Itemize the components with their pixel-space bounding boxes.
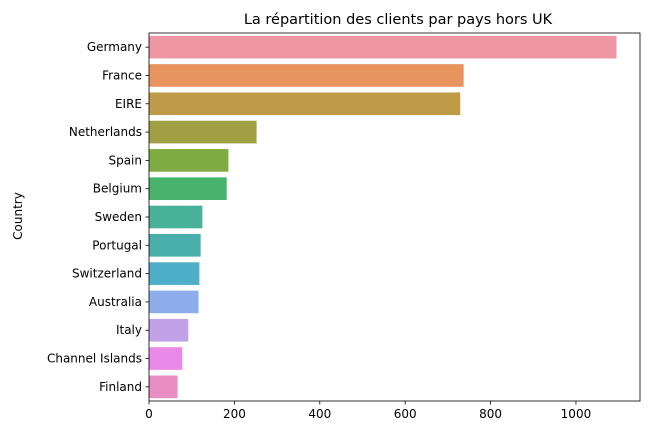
bars-group — [149, 35, 617, 399]
y-tick-label-italy: Italy — [116, 323, 142, 337]
bar-spain — [149, 149, 229, 172]
y-tick-label-belgium: Belgium — [93, 182, 142, 196]
bar-portugal — [149, 233, 201, 257]
y-tick-label-sweden: Sweden — [95, 210, 142, 224]
y-tick-label-channel-islands: Channel Islands — [47, 352, 142, 366]
y-tick-label-portugal: Portugal — [92, 238, 142, 252]
bar-channel-islands — [149, 347, 183, 370]
bar-belgium — [149, 177, 227, 201]
bar-eire — [149, 92, 461, 116]
y-tick-label-finland: Finland — [99, 380, 142, 394]
bar-france — [149, 64, 464, 87]
y-tick-label-netherlands: Netherlands — [69, 125, 142, 139]
bar-netherlands — [149, 120, 257, 144]
bar-italy — [149, 318, 189, 342]
y-tick-label-eire: EIRE — [115, 97, 142, 111]
x-tick-label-200: 200 — [223, 407, 246, 421]
y-tick-label-australia: Australia — [89, 295, 142, 309]
y-axis-label: Country — [11, 192, 25, 240]
bar-sweden — [149, 205, 203, 229]
x-tick-label-1000: 1000 — [561, 407, 592, 421]
y-tick-label-switzerland: Switzerland — [72, 267, 142, 281]
y-tick-label-spain: Spain — [108, 153, 142, 167]
bar-australia — [149, 290, 199, 314]
y-tick-label-france: France — [102, 68, 142, 82]
x-tick-label-600: 600 — [394, 407, 417, 421]
x-tick-label-800: 800 — [479, 407, 502, 421]
x-tick-label-0: 0 — [145, 407, 153, 421]
chart-title: La répartition des clients par pays hors… — [244, 12, 553, 28]
x-ticks-group: 0 200 400 600 800 1000 — [145, 401, 591, 421]
bar-finland — [149, 375, 178, 399]
bar-switzerland — [149, 262, 200, 285]
y-tick-label-germany: Germany — [87, 40, 142, 54]
x-tick-label-400: 400 — [308, 407, 331, 421]
bar-germany — [149, 35, 617, 59]
y-ticks-group: Germany France EIRE Netherlands Spain Belgium… — [47, 40, 149, 394]
plot-frame — [148, 32, 641, 402]
